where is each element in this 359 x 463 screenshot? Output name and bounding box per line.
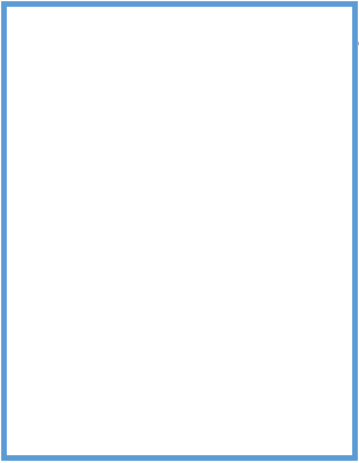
Text: 11: 11 bbox=[32, 210, 48, 223]
Text: 5: 5 bbox=[36, 100, 44, 113]
Text: Find the missing fraction:: Find the missing fraction: bbox=[9, 65, 151, 75]
Text: +: + bbox=[159, 389, 170, 402]
Text: +: + bbox=[159, 304, 170, 317]
Text: K5: K5 bbox=[9, 15, 22, 25]
Text: =  4: = 4 bbox=[86, 91, 112, 104]
Text: 2: 2 bbox=[144, 228, 152, 241]
Text: 3: 3 bbox=[144, 356, 152, 369]
Text: Online reading & math for K-5: Online reading & math for K-5 bbox=[9, 444, 123, 454]
Text: =  6: = 6 bbox=[86, 304, 112, 317]
Text: =  2: = 2 bbox=[194, 304, 221, 317]
Text: 5: 5 bbox=[36, 338, 44, 351]
Text: 10: 10 bbox=[140, 295, 156, 308]
Text: 10: 10 bbox=[140, 381, 156, 394]
Text: =  1: = 1 bbox=[86, 176, 112, 189]
Text: +: + bbox=[51, 304, 61, 317]
Text: 7: 7 bbox=[144, 271, 152, 284]
Text: =  7: = 7 bbox=[86, 262, 113, 275]
Text: +: + bbox=[51, 389, 61, 402]
Text: +: + bbox=[159, 262, 170, 275]
Text: +: + bbox=[51, 134, 61, 147]
Text: =  6: = 6 bbox=[194, 219, 221, 232]
Text: 3: 3 bbox=[36, 271, 44, 284]
Text: =  1: = 1 bbox=[86, 389, 112, 402]
Text: 1): 1) bbox=[18, 90, 26, 100]
Text: Completing a whole number (improper fractions): Completing a whole number (improper frac… bbox=[9, 36, 359, 51]
Text: +: + bbox=[51, 219, 61, 232]
Text: 4: 4 bbox=[144, 143, 152, 156]
Text: 12: 12 bbox=[140, 186, 156, 199]
Text: 8: 8 bbox=[144, 399, 152, 412]
Text: 11: 11 bbox=[32, 399, 48, 412]
Text: 11: 11 bbox=[32, 295, 48, 308]
Text: 16): 16) bbox=[121, 388, 134, 398]
Text: +: + bbox=[159, 176, 170, 189]
Text: 11: 11 bbox=[140, 338, 156, 351]
Text: 6): 6) bbox=[126, 175, 134, 185]
Text: 12: 12 bbox=[32, 186, 48, 199]
Text: 8): 8) bbox=[126, 218, 134, 227]
Text: 10: 10 bbox=[140, 253, 156, 266]
Text: =  4: = 4 bbox=[194, 91, 221, 104]
Text: 10: 10 bbox=[140, 125, 156, 138]
Text: Grade 4 Fractions Worksheet: Grade 4 Fractions Worksheet bbox=[9, 54, 160, 64]
Text: 10: 10 bbox=[32, 253, 48, 266]
Text: Learning: Learning bbox=[25, 18, 74, 28]
Text: +: + bbox=[51, 347, 61, 360]
Text: 3): 3) bbox=[18, 133, 26, 142]
Text: 7): 7) bbox=[18, 218, 26, 227]
Text: 12: 12 bbox=[32, 82, 48, 95]
Text: =  6: = 6 bbox=[194, 347, 221, 360]
Text: 12: 12 bbox=[32, 125, 48, 138]
Text: 10: 10 bbox=[140, 82, 156, 95]
Text: 10: 10 bbox=[32, 381, 48, 394]
Text: +: + bbox=[159, 91, 170, 104]
Text: 8: 8 bbox=[144, 168, 152, 181]
Text: =  3: = 3 bbox=[86, 134, 112, 147]
Text: 7: 7 bbox=[36, 143, 44, 156]
Text: 12): 12) bbox=[122, 303, 134, 313]
Text: +: + bbox=[159, 219, 170, 232]
Text: 13): 13) bbox=[13, 346, 26, 355]
Text: 4): 4) bbox=[126, 133, 134, 142]
Text: +: + bbox=[51, 176, 61, 189]
Text: 5): 5) bbox=[18, 175, 26, 185]
Text: +: + bbox=[51, 91, 61, 104]
Text: +: + bbox=[51, 262, 61, 275]
Text: 15): 15) bbox=[13, 388, 26, 398]
Text: 2): 2) bbox=[126, 90, 134, 100]
Text: =  3: = 3 bbox=[194, 262, 221, 275]
Text: =  1: = 1 bbox=[86, 347, 112, 360]
Text: =  2: = 2 bbox=[194, 389, 221, 402]
Text: 6: 6 bbox=[36, 228, 44, 241]
Text: 11): 11) bbox=[14, 303, 26, 313]
Text: =  3: = 3 bbox=[194, 134, 221, 147]
Text: 14): 14) bbox=[121, 346, 134, 355]
Text: =  2: = 2 bbox=[86, 219, 112, 232]
Text: 12: 12 bbox=[32, 356, 48, 369]
Text: 1: 1 bbox=[36, 168, 44, 181]
Text: 11: 11 bbox=[140, 210, 156, 223]
Text: 3: 3 bbox=[36, 313, 44, 326]
Text: 6: 6 bbox=[144, 313, 152, 326]
Text: www.k5learning.com: www.k5learning.com bbox=[132, 444, 212, 454]
Text: =  1: = 1 bbox=[194, 176, 221, 189]
Text: 10): 10) bbox=[121, 261, 134, 270]
Text: +: + bbox=[159, 347, 170, 360]
Text: 4: 4 bbox=[144, 100, 152, 113]
Text: +: + bbox=[159, 134, 170, 147]
Text: 9): 9) bbox=[18, 261, 26, 270]
